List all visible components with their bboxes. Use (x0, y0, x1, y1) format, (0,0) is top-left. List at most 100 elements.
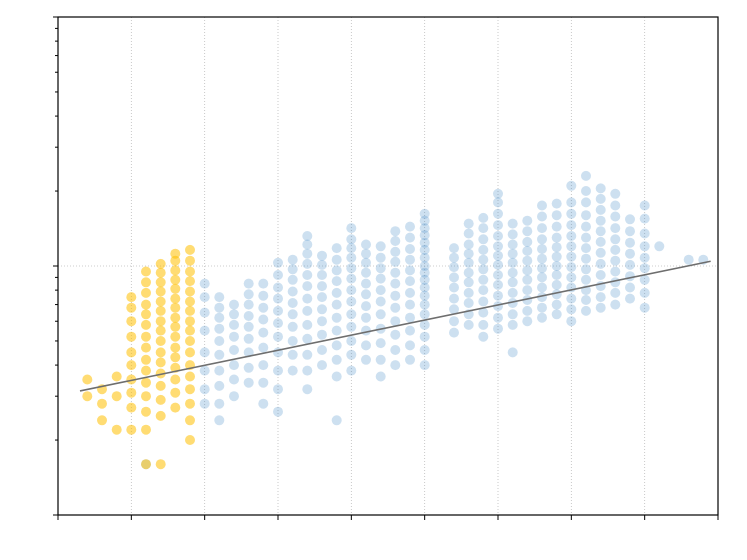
base-point (273, 318, 283, 329)
base-point (507, 309, 518, 320)
base-point (463, 287, 474, 298)
base-point (507, 229, 518, 240)
highlight-point (155, 336, 166, 346)
base-point (537, 244, 547, 254)
base-point (449, 243, 459, 254)
highlight-point (141, 331, 151, 342)
base-point (625, 293, 635, 304)
highlight-point (185, 435, 195, 445)
base-point (419, 360, 430, 371)
base-point (581, 295, 591, 305)
highlight-point (185, 336, 195, 346)
base-point (302, 239, 313, 250)
series-base-points (141, 170, 709, 470)
highlight-point (141, 391, 151, 402)
base-point (199, 325, 210, 336)
base-point (419, 319, 430, 330)
highlight-point (141, 406, 151, 417)
base-point (522, 215, 533, 226)
base-point (390, 256, 401, 267)
base-point (302, 281, 313, 292)
base-point (566, 293, 577, 304)
base-point (346, 365, 357, 376)
base-point (507, 287, 518, 298)
base-point (463, 277, 474, 288)
highlight-point (126, 292, 137, 303)
base-point (361, 340, 371, 351)
base-point (595, 204, 606, 215)
base-point (317, 250, 327, 261)
base-point (595, 292, 606, 303)
highlight-point (185, 347, 195, 358)
base-point (478, 285, 489, 296)
base-point (449, 282, 459, 293)
base-point (522, 295, 533, 305)
base-point (683, 254, 694, 265)
base-point (639, 200, 650, 211)
base-point (317, 270, 327, 280)
base-point (214, 415, 225, 426)
base-point (258, 278, 269, 289)
base-point (522, 226, 533, 237)
base-point (493, 208, 503, 219)
base-point (214, 292, 225, 303)
base-point (522, 274, 533, 285)
highlight-point (97, 398, 107, 409)
highlight-point (111, 424, 122, 435)
trendline (79, 260, 711, 392)
base-point (625, 237, 635, 248)
base-point (302, 349, 313, 360)
base-point (625, 214, 635, 225)
base-point (375, 309, 386, 320)
base-point (346, 252, 357, 263)
highlight-point (141, 365, 151, 376)
base-point (522, 255, 533, 266)
base-point (463, 218, 474, 229)
base-point (199, 307, 210, 318)
base-point (302, 248, 313, 259)
base-point (331, 340, 342, 351)
base-point (273, 293, 283, 304)
base-point (551, 299, 562, 310)
base-point (346, 349, 357, 360)
base-point (361, 248, 371, 259)
highlight-point (185, 286, 195, 297)
base-point (346, 309, 357, 320)
base-point (493, 323, 503, 334)
base-point (625, 282, 635, 293)
base-point (405, 340, 415, 351)
base-point (449, 252, 459, 263)
base-point (317, 345, 327, 355)
highlight-point (155, 296, 166, 307)
base-point (375, 263, 386, 274)
base-point (243, 347, 254, 358)
base-point (390, 302, 401, 313)
base-point (214, 349, 225, 360)
base-point (390, 267, 401, 278)
highlight-point (126, 424, 137, 435)
trendline-group (79, 260, 711, 392)
highlight-point (185, 325, 195, 336)
base-point (551, 261, 562, 271)
base-point (243, 278, 254, 289)
base-point (478, 319, 489, 330)
base-point (361, 301, 371, 312)
base-point (581, 210, 591, 221)
highlight-point (141, 459, 151, 470)
base-point (493, 188, 503, 199)
base-point (258, 342, 269, 353)
base-point (595, 183, 606, 194)
base-point (199, 292, 210, 303)
base-point (639, 241, 650, 252)
base-point (375, 338, 386, 349)
base-point (361, 354, 371, 365)
base-point (478, 331, 489, 342)
base-point (507, 298, 518, 308)
highlight-point (126, 387, 137, 398)
highlight-point (97, 415, 107, 426)
base-point (243, 321, 254, 332)
base-point (287, 365, 298, 376)
base-point (537, 223, 547, 234)
base-point (566, 304, 577, 315)
base-point (639, 213, 650, 224)
